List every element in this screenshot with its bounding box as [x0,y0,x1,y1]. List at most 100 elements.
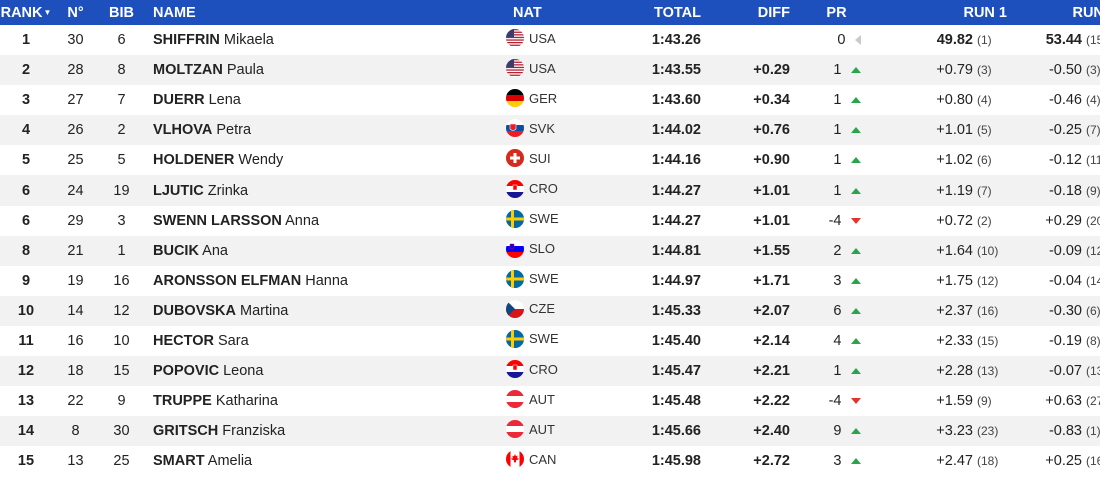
athlete-name-cell[interactable]: MOLTZAN Paula [144,55,506,85]
athlete-firstname[interactable]: Leona [223,363,264,380]
athlete-surname[interactable]: GRITSCH [153,423,219,440]
run1-column-header[interactable]: RUN 1 [963,4,1007,21]
athlete-surname[interactable]: SHIFFRIN [153,32,220,49]
athlete-surname[interactable]: POPOVIC [153,363,220,380]
athlete-surname[interactable]: SWENN LARSSON [153,212,282,229]
name-column-header[interactable]: NAME [153,4,196,21]
run1-rank: (13) [977,364,999,379]
athlete-name-cell[interactable]: SMART Amelia [144,446,506,476]
athlete-name-cell[interactable]: ARONSSON ELFMAN Hanna [144,266,506,296]
diff-column-header[interactable]: DIFF [757,4,790,21]
position-change-cell: 2 [790,236,883,266]
rank-cell: 6 [21,182,31,199]
diff-cell: +2.72 [753,453,790,470]
athlete-firstname[interactable]: Ana [202,242,228,259]
table-row[interactable]: 11 16 10 HECTOR Sara SWE 1:45.40 +2.14 4 +2.33 (1… [0,325,1100,357]
run1-time: +0.72 [936,212,973,229]
run1-cell: +1.19 (7) [883,175,1007,205]
table-row[interactable]: 5 25 5 HOLDENER Wendy SUI 1:44.16 +0.90 1 +1.02 (… [0,145,1100,176]
bib-column-header[interactable]: BIB [109,4,134,21]
nat-column-header[interactable]: NAT [513,4,542,21]
athlete-name-cell[interactable]: BUCIK Ana [144,236,506,266]
sort-down-icon[interactable]: ▼ [43,7,52,17]
athlete-name-cell[interactable]: POPOVIC Leona [144,356,506,386]
athlete-firstname[interactable]: Anna [285,212,320,229]
athlete-surname[interactable]: BUCIK [153,242,199,259]
run2-time: -0.46 [1048,92,1082,109]
athlete-name-cell[interactable]: SHIFFRIN Mikaela [144,25,506,55]
athlete-firstname[interactable]: Amelia [207,453,253,470]
athlete-name-cell[interactable]: DUERR Lena [144,85,506,115]
athlete-firstname[interactable]: Paula [226,62,264,79]
athlete-name-cell[interactable]: GRITSCH Franziska [144,416,506,446]
athlete-firstname[interactable]: Lena [208,92,241,109]
athlete-surname[interactable]: HECTOR [153,332,214,349]
athlete-surname[interactable]: MOLTZAN [153,62,223,79]
table-row[interactable]: 15 13 25 SMART Amelia CAN 1:45.98 +2.72 3 +2.47 (… [0,446,1100,477]
athlete-surname[interactable]: ARONSSON ELFMAN [153,272,302,289]
athlete-name-cell[interactable]: VLHOVA Petra [144,115,506,145]
athlete-firstname[interactable]: Martina [240,302,289,319]
table-row[interactable]: 2 28 8 MOLTZAN Paula USA 1:43.55 +0.29 1 +0.79 (3… [0,55,1100,86]
position-change-cell: 1 [790,85,883,115]
number-column-header[interactable]: N° [67,4,84,21]
athlete-name-cell[interactable]: TRUPPE Katharina [144,386,506,416]
athlete-firstname[interactable]: Wendy [238,152,284,169]
run1-rank: (7) [977,183,992,198]
nation-code: USA [529,30,556,46]
diff-cell: +2.07 [753,302,790,319]
table-row[interactable]: 4 26 2 VLHOVA Petra SVK 1:44.02 +0.76 1 +1.01 (5)… [0,115,1100,146]
table-row[interactable]: 3 27 7 DUERR Lena GER 1:43.60 +0.34 1 +0.80 (4) -0… [0,85,1100,116]
table-row[interactable]: 9 19 16 ARONSSON ELFMAN Hanna SWE 1:44.97 +1.7… [0,265,1100,296]
nation-code: USA [529,60,556,76]
run1-cell: 49.82 (1) [883,25,1007,55]
rank-column-header[interactable]: RANK▼ [0,0,52,25]
nation-cell: SWE [506,326,604,356]
athlete-surname[interactable]: SMART [153,453,205,470]
athlete-firstname[interactable]: Sara [218,332,249,349]
athlete-firstname[interactable]: Petra [216,122,252,139]
table-row[interactable]: 8 21 1 BUCIK Ana SLO 1:44.81 +1.55 2 +1.64 (10) -0… [0,235,1100,266]
table-row[interactable]: 14 8 30 GRITSCH Franziska AUT 1:45.66 +2.40 9 +3… [0,416,1100,447]
total-time-cell: 1:45.40 [651,332,701,349]
athlete-surname[interactable]: VLHOVA [153,122,213,139]
athlete-firstname[interactable]: Zrinka [207,182,249,199]
athlete-name-cell[interactable]: HOLDENER Wendy [144,145,506,175]
athlete-name-cell[interactable]: LJUTIC Zrinka [144,175,506,205]
run2-column-header[interactable]: RUN 2 [1072,4,1100,21]
nation-code: SLO [529,241,556,257]
table-row[interactable]: 6 29 3 SWENN LARSSON Anna SWE 1:44.27 +1.01 -4 +… [0,205,1100,236]
total-column-header[interactable]: TOTAL [654,4,701,21]
table-row[interactable]: 10 14 12 DUBOVSKA Martina CZE 1:45.33 +2.07 6 +2… [0,295,1100,326]
table-row[interactable]: 6 24 19 LJUTIC Zrinka CRO 1:44.27 +1.01 1 +1.19 (… [0,175,1100,206]
table-row[interactable]: 1 30 6 SHIFFRIN Mikaela USA 1:43.26 0 49.82 (1) 5… [0,25,1100,56]
athlete-firstname[interactable]: Franziska [222,423,286,440]
table-row[interactable]: 13 22 9 TRUPPE Katharina AUT 1:45.48 +2.22 -4 +1… [0,386,1100,417]
rank-cell: 9 [21,272,31,289]
athlete-surname[interactable]: DUBOVSKA [153,302,236,319]
athlete-surname[interactable]: TRUPPE [153,393,212,410]
run1-time: 49.82 [936,32,973,49]
cro-flag-icon [506,360,524,379]
athlete-firstname[interactable]: Mikaela [223,32,274,49]
position-change-cell: -4 [790,386,883,416]
run2-cell: -0.19 (8) [1007,326,1100,356]
run2-time: -0.04 [1048,272,1082,289]
athlete-surname[interactable]: DUERR [153,92,205,109]
athlete-name-cell[interactable]: SWENN LARSSON Anna [144,206,506,236]
athlete-name-cell[interactable]: DUBOVSKA Martina [144,296,506,326]
run2-rank: (27) [1086,394,1100,409]
run2-cell: +0.29 (20) [1007,206,1100,236]
pr-column-header[interactable]: PR [826,4,847,21]
athlete-surname[interactable]: LJUTIC [153,182,204,199]
run1-rank: (2) [977,213,992,228]
athlete-name-cell[interactable]: HECTOR Sara [144,326,506,356]
table-row[interactable]: 12 18 15 POPOVIC Leona CRO 1:45.47 +2.21 1 +2.28… [0,356,1100,387]
athlete-firstname[interactable]: Katharina [215,393,278,410]
run1-cell: +2.28 (13) [883,356,1007,386]
swe-flag-icon [506,329,524,348]
athlete-surname[interactable]: HOLDENER [153,152,235,169]
nation-code: CZE [529,301,555,317]
position-change-value: 1 [833,62,842,79]
athlete-firstname[interactable]: Hanna [305,272,348,289]
